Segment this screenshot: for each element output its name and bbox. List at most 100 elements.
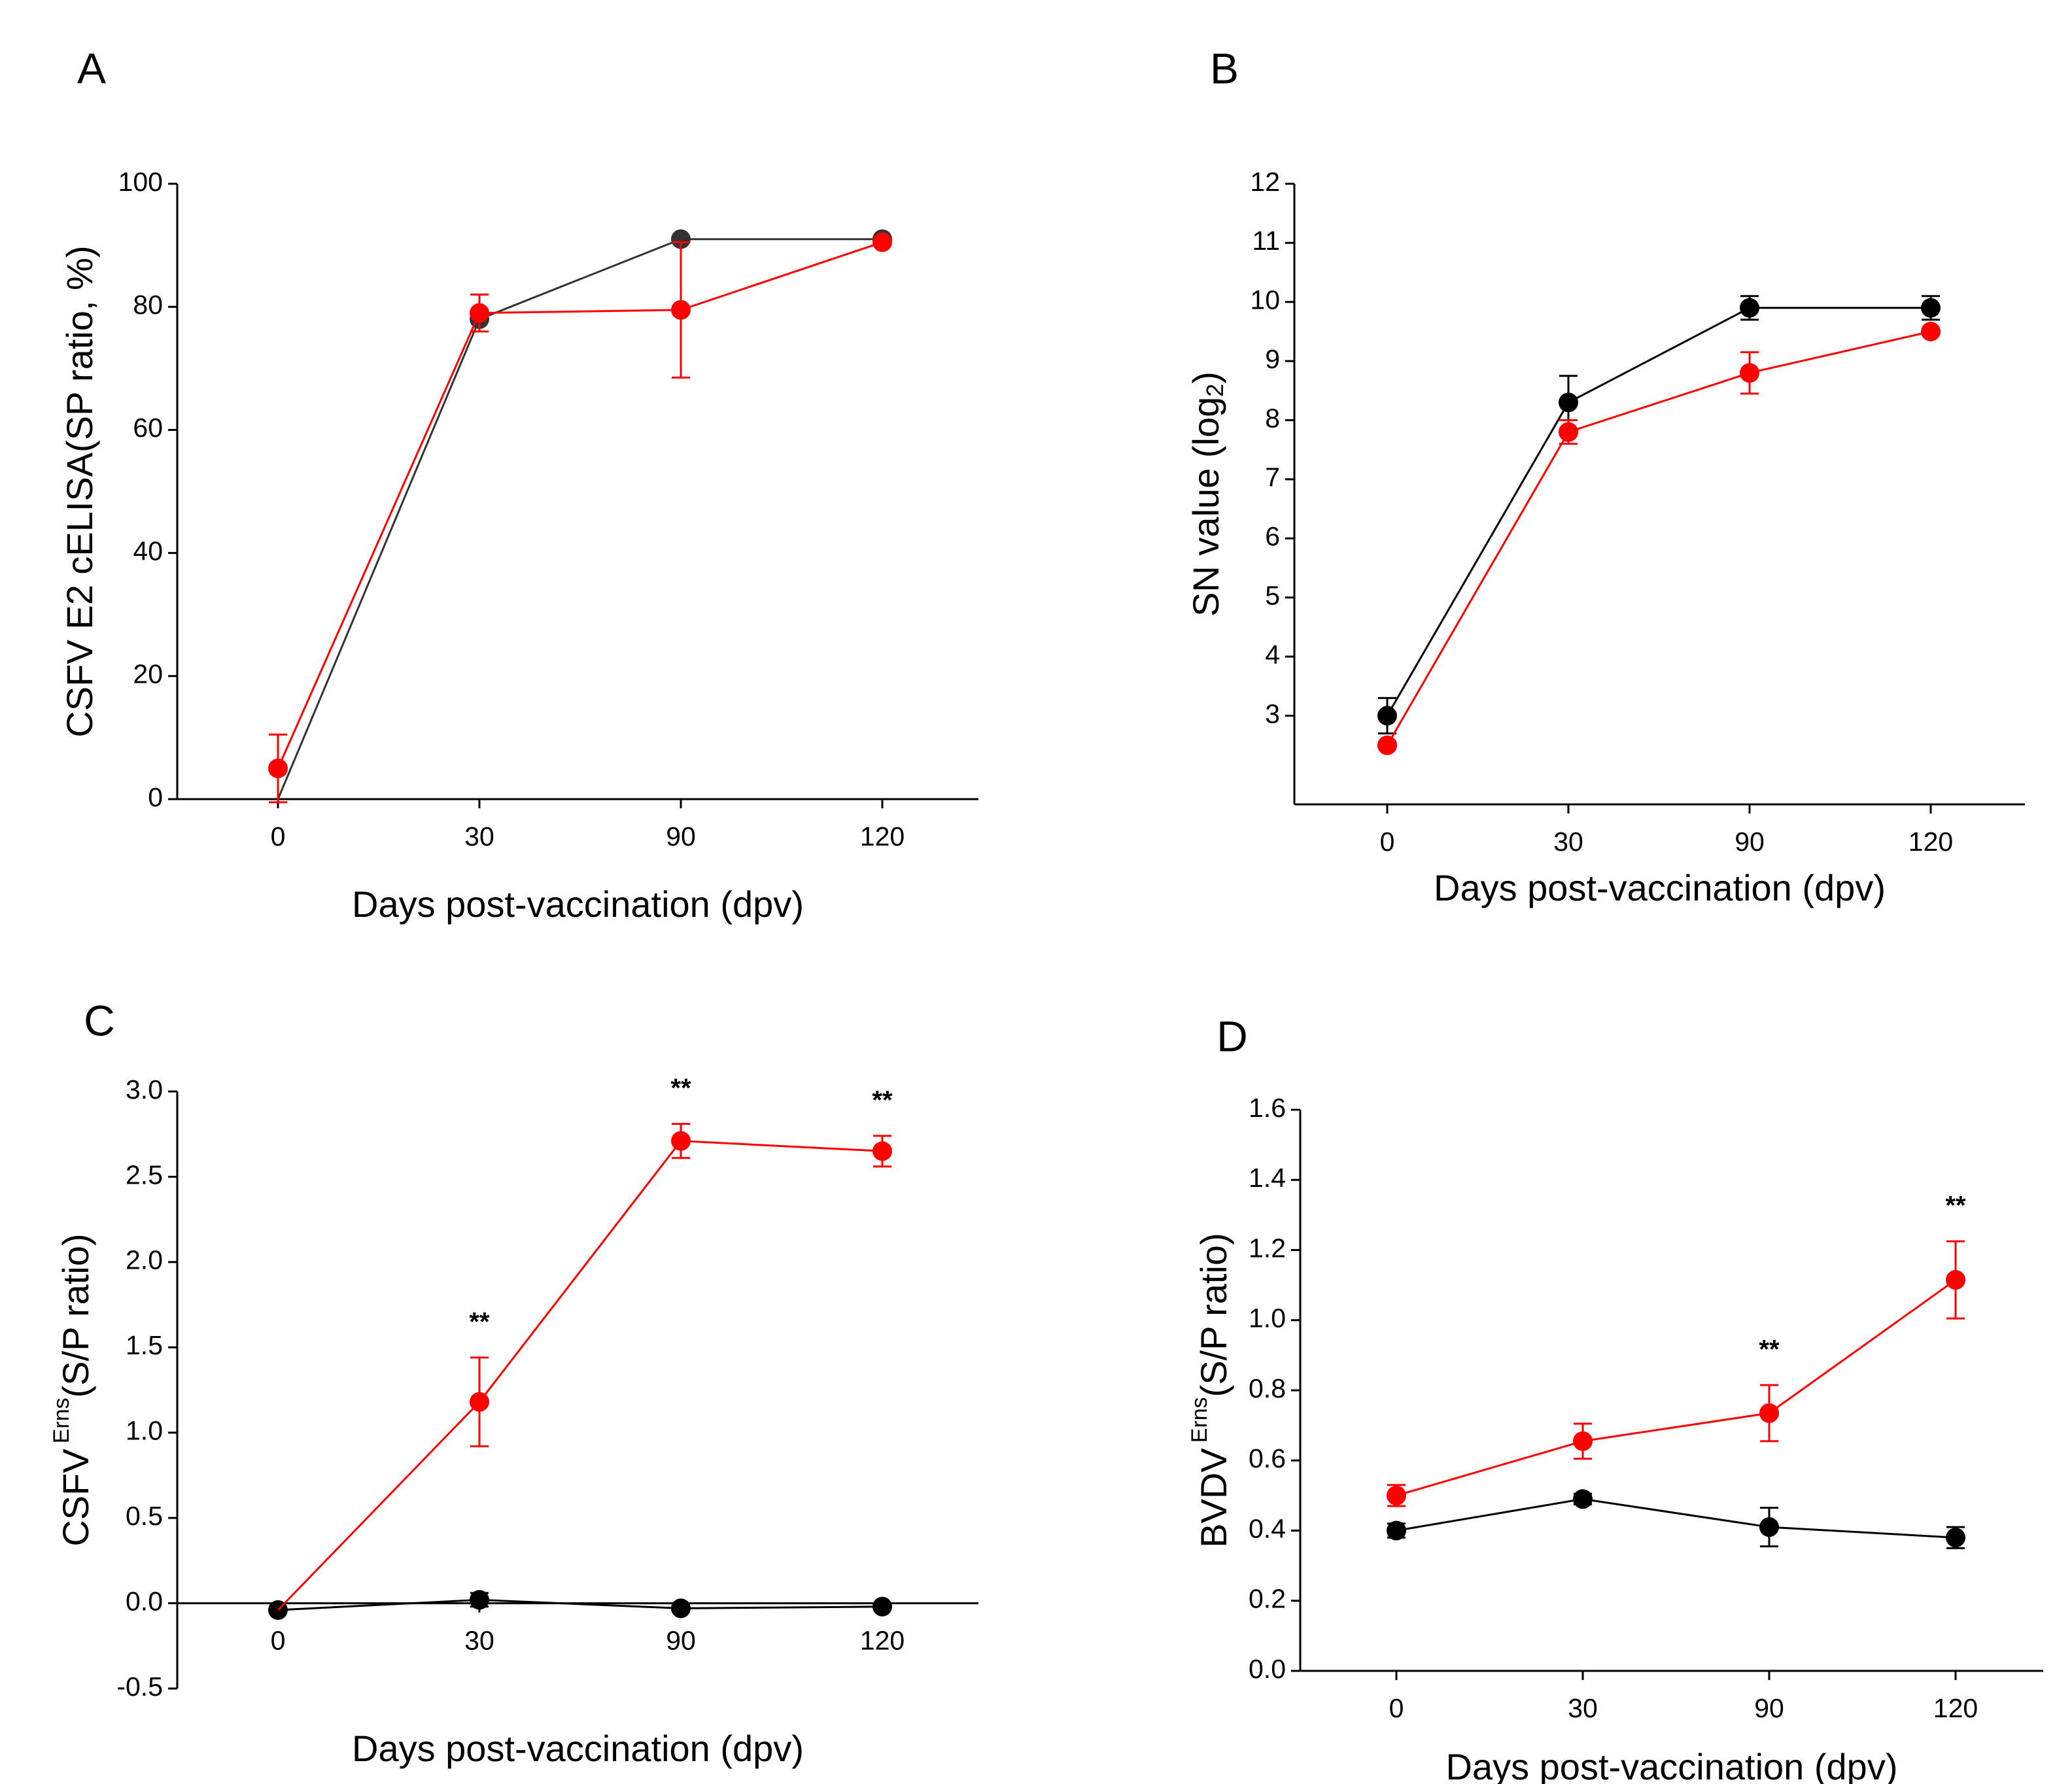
y-tick-label: 0 [148, 782, 163, 812]
y-tick-label: 2.5 [126, 1159, 163, 1190]
y-tick-label: 60 [133, 413, 163, 443]
y-tick-label: 9 [1265, 344, 1280, 374]
data-point-red [470, 1392, 489, 1412]
data-point-black [1387, 1520, 1406, 1541]
y-tick-label: 1.0 [126, 1416, 163, 1446]
y-tick-label: 0.8 [1249, 1373, 1286, 1403]
y-axis-title: CSFV Erns(S/P ratio) [49, 1233, 96, 1546]
data-point-red [872, 232, 892, 252]
series-red [1387, 1240, 1965, 1507]
y-tick-label: 1.0 [1249, 1303, 1286, 1333]
series-line-black [277, 1598, 883, 1611]
x-tick-label: 0 [271, 821, 286, 851]
series-line-red [277, 241, 883, 769]
y-axis-title-main: CSFV [55, 1449, 96, 1547]
y-tick-label: 80 [133, 290, 163, 320]
data-point-red [1387, 1485, 1406, 1505]
y-axis-title-main: SN value (log [1185, 397, 1226, 617]
significance-marker: ** [670, 1074, 691, 1103]
series-line-red [277, 1140, 883, 1611]
y-tick-label: 10 [1250, 285, 1280, 315]
y-axis-title: BVDV Erns(S/P ratio) [1187, 1233, 1234, 1547]
series-line-black [277, 238, 882, 800]
panel-label: D [1217, 1012, 1248, 1060]
significance-marker: ** [872, 1086, 893, 1114]
panel-label: B [1210, 44, 1239, 92]
y-tick-label: 0.4 [1249, 1513, 1286, 1543]
x-tick-label: 0 [1389, 1693, 1404, 1723]
series-black [1387, 1489, 1965, 1549]
data-point-black [470, 1590, 489, 1610]
x-tick-label: 30 [1568, 1693, 1598, 1723]
y-tick-label: 0.0 [1249, 1654, 1286, 1684]
x-axis-title: Days post-vaccination (dpv) [1434, 867, 1886, 908]
data-point-red [1759, 1403, 1779, 1423]
y-tick-label: 1.4 [1249, 1163, 1286, 1193]
significance-marker: ** [1945, 1192, 1966, 1220]
data-point-red [671, 300, 691, 320]
y-tick-label: 2.0 [126, 1245, 163, 1275]
series-red [268, 232, 892, 804]
x-tick-label: 30 [464, 821, 494, 851]
y-tick-label: 20 [133, 659, 163, 689]
x-tick-label: 30 [464, 1625, 494, 1655]
data-point-black [1921, 298, 1941, 318]
data-point-red [1573, 1431, 1593, 1451]
y-tick-label: 6 [1265, 521, 1280, 551]
x-tick-label: 0 [1380, 827, 1395, 857]
data-point-black [671, 1598, 691, 1619]
data-point-red [268, 758, 288, 778]
y-tick-label: 3 [1265, 698, 1280, 729]
data-point-black [1573, 1489, 1593, 1509]
y-axis-title-end: (S/P ratio) [1193, 1233, 1234, 1397]
y-axis-title-end: (S/P ratio) [55, 1233, 96, 1398]
data-point-black [1759, 1517, 1779, 1537]
series-line-red [1396, 1278, 1956, 1497]
x-tick-label: 90 [666, 821, 696, 851]
y-tick-label: 1.6 [1249, 1093, 1286, 1123]
x-axis-title: Days post-vaccination (dpv) [352, 883, 804, 925]
data-point-red [1740, 363, 1759, 383]
series-red [277, 1123, 892, 1611]
series-black [277, 229, 892, 800]
y-tick-label: 100 [118, 167, 163, 197]
y-axis-title-main: CSFV E2 cELISA(SP ratio, %) [59, 245, 100, 737]
data-point-black [872, 1596, 892, 1617]
x-tick-label: 30 [1553, 827, 1583, 857]
y-axis-title-superscript: Erns [1187, 1397, 1212, 1443]
panel-d: D 0.0 0.2 0.4 0.6 0.8 1.0 1.2 1.4 1.6 0 30 90 120 Days… [1187, 1012, 2043, 1784]
series-line-black [1386, 307, 1931, 717]
y-tick-label: 5 [1265, 580, 1280, 610]
series-red [1377, 321, 1941, 755]
y-tick-label: 4 [1265, 640, 1280, 670]
y-tick-label: 0.5 [126, 1501, 163, 1531]
series-black [1377, 295, 1941, 735]
data-point-red [1946, 1270, 1965, 1290]
data-point-black [1946, 1528, 1965, 1548]
x-tick-label: 90 [1735, 827, 1765, 857]
x-tick-label: 0 [271, 1625, 286, 1655]
data-point-black [1377, 706, 1397, 726]
y-tick-label: 1.2 [1249, 1233, 1286, 1263]
data-point-red [1921, 321, 1941, 341]
x-tick-label: 120 [860, 821, 905, 851]
data-point-black [1559, 392, 1578, 413]
x-tick-label: 120 [1933, 1693, 1978, 1723]
data-point-black [671, 229, 691, 249]
x-tick-label: 120 [1908, 827, 1953, 857]
y-tick-label: 1.5 [126, 1330, 163, 1360]
data-point-red [872, 1141, 892, 1161]
series-black [268, 1590, 892, 1621]
x-tick-label: 90 [1754, 1693, 1784, 1723]
y-tick-label: -0.5 [116, 1672, 163, 1702]
significance-marker: ** [469, 1307, 490, 1336]
y-axis-title-subscript: 2 [1201, 384, 1228, 397]
x-axis-title: Days post-vaccination (dpv) [1446, 1746, 1898, 1784]
data-point-red [1377, 735, 1397, 755]
x-tick-label: 120 [860, 1625, 905, 1655]
y-axis-title-main: BVDV [1193, 1448, 1234, 1548]
data-point-red [470, 303, 489, 323]
y-tick-label: 0.6 [1249, 1443, 1286, 1473]
